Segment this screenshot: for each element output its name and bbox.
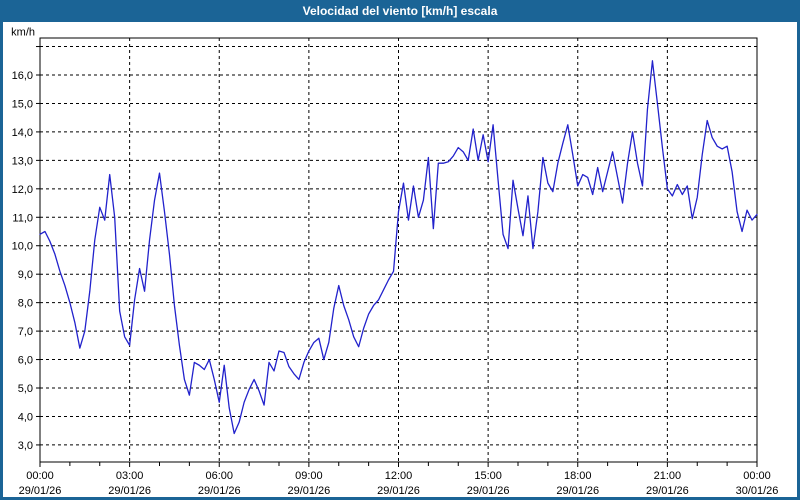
x-tick-date-label: 29/01/26 <box>108 485 151 497</box>
y-tick-label: 5,0 <box>18 383 33 395</box>
y-tick-label: 14,0 <box>12 127 33 139</box>
window-title: Velocidad del viento [km/h] escala <box>302 4 498 18</box>
x-tick-time-label: 21:00 <box>654 470 682 482</box>
x-tick-time-label: 09:00 <box>295 470 323 482</box>
x-tick-time-label: 15:00 <box>474 470 502 482</box>
x-tick-time-label: 18:00 <box>564 470 592 482</box>
x-tick-date-label: 29/01/26 <box>287 485 330 497</box>
y-tick-label: 16,0 <box>12 70 33 82</box>
y-tick-label: 15,0 <box>12 98 33 110</box>
x-tick-date-label: 29/01/26 <box>556 485 599 497</box>
x-tick-date-label: 29/01/26 <box>467 485 510 497</box>
wind-speed-line <box>39 60 758 435</box>
x-tick-date-label: 29/01/26 <box>646 485 689 497</box>
y-tick-label: 3,0 <box>18 440 33 452</box>
x-tick-time-label: 12:00 <box>385 470 413 482</box>
x-tick-time-label: 00:00 <box>26 470 54 482</box>
x-tick-date-label: 29/01/26 <box>377 485 420 497</box>
y-tick-label: 10,0 <box>12 241 33 253</box>
x-tick-time-label: 03:00 <box>116 470 144 482</box>
x-tick-time-label: 00:00 <box>743 470 771 482</box>
wind-speed-chart: 3,0 4,0 5,0 6,0 7,0 8,0 9,0 10,0 11,0 12,0 13,0 14,… <box>11 27 779 497</box>
x-tick-date-label: 29/01/26 <box>19 485 62 497</box>
y-tick-label: 8,0 <box>18 298 33 310</box>
y-tick-label: 6,0 <box>18 355 33 367</box>
x-tick-date-label: 30/01/26 <box>736 485 779 497</box>
y-tick-label: 11,0 <box>12 212 33 224</box>
y-tick-label: 13,0 <box>12 155 33 167</box>
y-tick-label: 9,0 <box>18 269 33 281</box>
y-tick-label: 7,0 <box>18 326 33 338</box>
window-titlebar: Velocidad del viento [km/h] escala <box>3 3 797 22</box>
y-tick-label: 4,0 <box>18 411 33 423</box>
y-axis-unit-label: km/h <box>11 27 35 39</box>
y-tick-label: 12,0 <box>12 184 33 196</box>
plot-border <box>39 37 758 463</box>
x-tick-time-label: 06:00 <box>205 470 233 482</box>
x-tick-date-label: 29/01/26 <box>198 485 241 497</box>
